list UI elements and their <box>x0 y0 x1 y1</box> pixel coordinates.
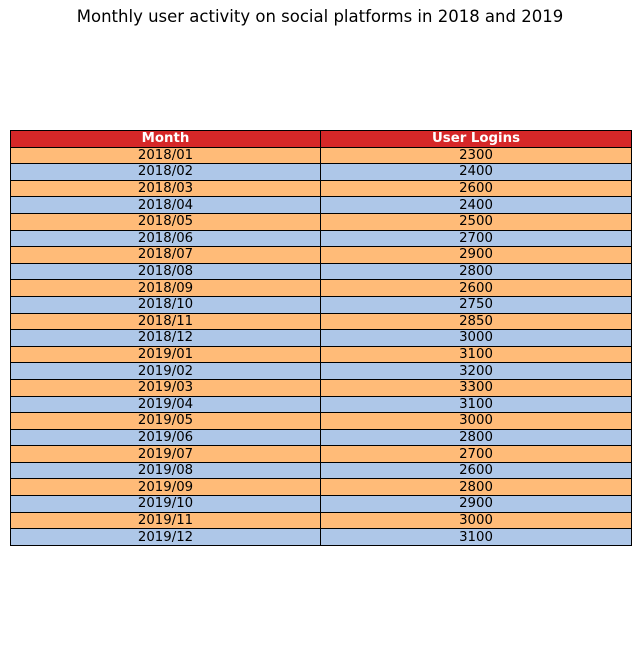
table-row: 2018/08 2800 <box>10 262 632 281</box>
month-cell: 2018/12 <box>10 329 321 347</box>
table-row: 2018/04 2400 <box>10 196 632 214</box>
table-row: 2019/05 3000 <box>10 412 632 430</box>
month-cell: 2018/08 <box>10 262 321 281</box>
month-cell: 2018/02 <box>10 163 321 181</box>
user-logins-cell: 3000 <box>320 511 632 530</box>
month-cell: 2018/03 <box>10 179 321 198</box>
month-cell: 2019/07 <box>10 445 321 463</box>
month-cell: 2019/12 <box>10 528 321 546</box>
table-row: 2018/07 2900 <box>10 246 632 264</box>
table-row: 2018/09 2600 <box>10 279 632 297</box>
table-row: 2018/05 2500 <box>10 212 632 231</box>
user-logins-cell: 2400 <box>320 196 632 214</box>
table-row: 2019/02 3200 <box>10 362 632 380</box>
data-table: Month User Logins 2018/01 2300 2018/02 2400… <box>10 130 632 546</box>
table-header-row: Month User Logins <box>10 130 632 148</box>
month-cell: 2019/08 <box>10 461 321 480</box>
user-logins-cell: 3100 <box>320 395 632 414</box>
table-row: 2018/06 2700 <box>10 229 632 248</box>
month-cell: 2019/06 <box>10 428 321 447</box>
user-logins-cell: 3000 <box>320 412 632 430</box>
month-cell: 2019/03 <box>10 378 321 397</box>
user-logins-cell: 2900 <box>320 246 632 264</box>
table-row: 2018/01 2300 <box>10 146 632 165</box>
user-logins-cell: 2600 <box>320 179 632 198</box>
month-cell: 2019/01 <box>10 345 321 364</box>
month-cell: 2018/04 <box>10 196 321 214</box>
table-row: 2019/11 3000 <box>10 511 632 530</box>
month-cell: 2018/05 <box>10 212 321 231</box>
user-logins-cell: 2500 <box>320 212 632 231</box>
month-cell: 2019/04 <box>10 395 321 414</box>
user-logins-cell: 3100 <box>320 345 632 364</box>
table-row: 2018/02 2400 <box>10 163 632 181</box>
user-logins-cell: 2400 <box>320 163 632 181</box>
user-logins-cell: 2600 <box>320 461 632 480</box>
table-row: 2019/03 3300 <box>10 378 632 397</box>
table-row: 2018/10 2750 <box>10 295 632 314</box>
table-body: 2018/01 2300 2018/02 2400 2018/03 2600 2018/04… <box>10 146 632 546</box>
table-row: 2019/10 2900 <box>10 495 632 513</box>
table-row: 2019/08 2600 <box>10 461 632 480</box>
table-row: 2018/11 2850 <box>10 312 632 331</box>
user-logins-cell: 2900 <box>320 495 632 513</box>
table-row: 2018/03 2600 <box>10 179 632 198</box>
column-header-month: Month <box>10 130 321 148</box>
month-cell: 2018/09 <box>10 279 321 297</box>
month-cell: 2018/07 <box>10 246 321 264</box>
user-logins-cell: 2850 <box>320 312 632 331</box>
month-cell: 2019/10 <box>10 495 321 513</box>
user-logins-cell: 3200 <box>320 362 632 380</box>
month-cell: 2019/09 <box>10 478 321 497</box>
chart-title: Monthly user activity on social platform… <box>76 7 564 26</box>
column-header-user-logins: User Logins <box>320 130 632 148</box>
table-row: 2019/09 2800 <box>10 478 632 497</box>
user-logins-cell: 2800 <box>320 428 632 447</box>
table-row: 2019/12 3100 <box>10 528 632 546</box>
user-logins-cell: 2800 <box>320 478 632 497</box>
user-logins-cell: 2600 <box>320 279 632 297</box>
table-row: 2018/12 3000 <box>10 329 632 347</box>
user-logins-cell: 2800 <box>320 262 632 281</box>
user-logins-cell: 2700 <box>320 445 632 463</box>
month-cell: 2018/06 <box>10 229 321 248</box>
user-logins-cell: 2750 <box>320 295 632 314</box>
month-cell: 2018/11 <box>10 312 321 331</box>
table-row: 2019/06 2800 <box>10 428 632 447</box>
user-logins-cell: 2300 <box>320 146 632 165</box>
user-logins-cell: 3300 <box>320 378 632 397</box>
user-logins-cell: 3000 <box>320 329 632 347</box>
user-logins-cell: 3100 <box>320 528 632 546</box>
table-row: 2019/07 2700 <box>10 445 632 463</box>
month-cell: 2019/02 <box>10 362 321 380</box>
month-cell: 2019/05 <box>10 412 321 430</box>
month-cell: 2018/01 <box>10 146 321 165</box>
table-row: 2019/01 3100 <box>10 345 632 364</box>
month-cell: 2018/10 <box>10 295 321 314</box>
month-cell: 2019/11 <box>10 511 321 530</box>
user-logins-cell: 2700 <box>320 229 632 248</box>
table-row: 2019/04 3100 <box>10 395 632 414</box>
